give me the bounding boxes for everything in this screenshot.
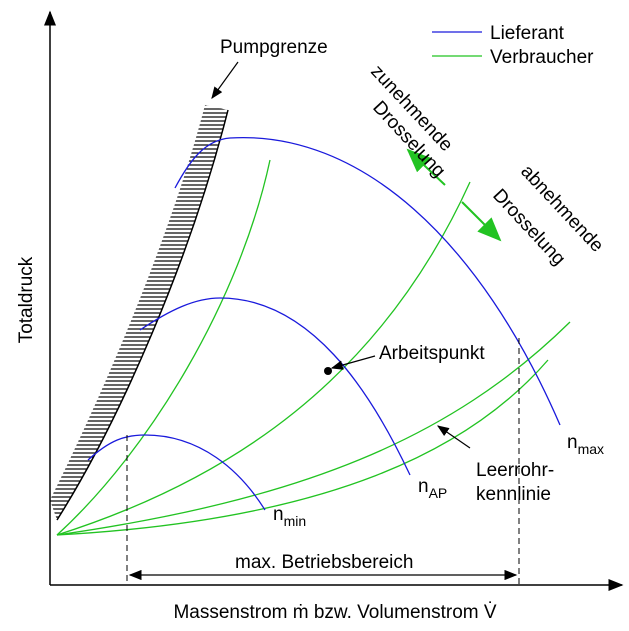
operating-point [324, 367, 332, 375]
speed-curves [87, 136, 561, 511]
base: n [418, 476, 429, 497]
legend-label: Verbraucher [490, 47, 594, 68]
label: Leerrohr- [476, 460, 554, 481]
label: Arbeitspunkt [379, 343, 485, 364]
speed-label: nmax [567, 432, 604, 457]
label: max. Betriebsbereich [235, 552, 413, 573]
surge-hatch [50, 105, 228, 520]
system-curves [56, 159, 571, 536]
axes [44, 10, 624, 591]
sub: min [284, 513, 307, 529]
base: n [567, 432, 578, 453]
speed-label: nAP [418, 476, 447, 501]
sub: AP [429, 485, 448, 501]
label: kennlinie [476, 484, 551, 505]
throttle-arrows [406, 148, 502, 242]
axis-label: Massenstrom ṁ bzw. Volumenstrom V̇ [173, 602, 496, 623]
base: n [273, 504, 284, 525]
axis-label: Totaldruck [16, 256, 37, 343]
legend-label: Lieferant [490, 23, 565, 44]
label: Pumpgrenze [220, 37, 328, 58]
speed-label: nmin [273, 504, 306, 529]
legend: Lieferant Verbraucher [432, 23, 594, 68]
pointers [211, 61, 471, 449]
range-markers [126, 338, 520, 585]
surge-line [56, 109, 229, 521]
sub: max [578, 441, 604, 457]
